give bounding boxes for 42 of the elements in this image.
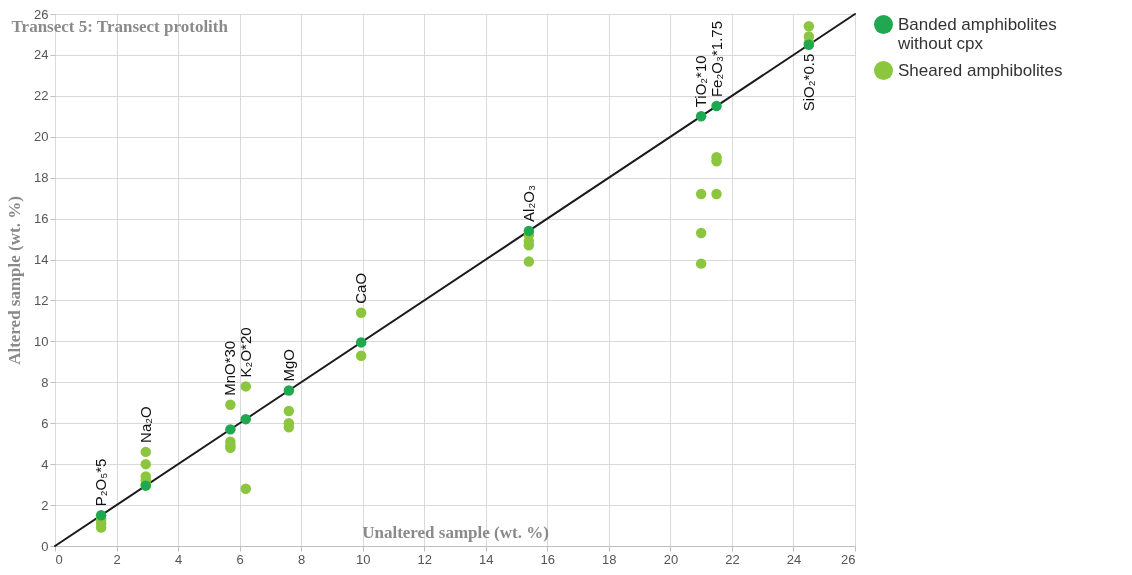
y-tick-label: 18: [34, 170, 49, 186]
y-tick-label: 20: [34, 129, 49, 145]
annotation: CaO: [352, 272, 370, 304]
y-tick-label: 4: [41, 456, 49, 472]
y-tick-label: 26: [34, 6, 49, 22]
x-tick-label: 12: [417, 551, 432, 567]
annotation: Al₂O₃: [519, 184, 537, 222]
x-tick-label: 20: [663, 551, 679, 567]
x-tick-label: 18: [602, 551, 617, 567]
annotation: MnO*30: [221, 340, 239, 396]
x-tick-label: 4: [174, 551, 183, 567]
annotation: K₂O*20: [236, 327, 254, 378]
y-tick-label: 16: [34, 211, 49, 227]
y-tick-label: 12: [34, 292, 49, 308]
y-tick-label: 0: [41, 538, 49, 554]
x-tick-label: 8: [298, 551, 306, 567]
annotation: P₂O₅*5: [92, 458, 110, 507]
annotation: MgO: [279, 348, 297, 382]
annotation: TiO₂*10: [692, 55, 710, 108]
x-tick-label: 26: [841, 551, 856, 567]
annotation: SiO₂*0.5: [799, 53, 817, 112]
x-tick-label: 22: [725, 551, 740, 567]
x-tick-label: 10: [355, 551, 371, 567]
x-tick-label: 16: [540, 551, 556, 567]
x-tick-label: 24: [786, 551, 802, 567]
y-axis-title: Altered sample (wt. %): [5, 196, 25, 365]
annotation: Fe₂O₃*1.75: [707, 20, 725, 98]
x-tick-label: 14: [479, 551, 494, 567]
y-tick-label: 10: [34, 333, 49, 349]
x-axis-title: Unaltered sample (wt. %): [362, 522, 549, 542]
y-tick-label: 14: [34, 252, 49, 268]
x-tick-label: 0: [55, 551, 63, 567]
legend-label: Banded amphibolites without cpx: [897, 14, 1057, 53]
y-tick-label: 8: [41, 374, 49, 390]
legend-label: Sheared amphibolites: [898, 60, 1063, 80]
y-tick-label: 24: [34, 47, 49, 63]
y-tick-label: 2: [41, 497, 49, 513]
annotation: Na₂O: [136, 406, 154, 443]
x-tick-label: 6: [236, 551, 244, 567]
y-tick-label: 22: [34, 88, 49, 104]
y-tick-label: 6: [41, 415, 49, 431]
x-tick-label: 2: [113, 551, 121, 567]
